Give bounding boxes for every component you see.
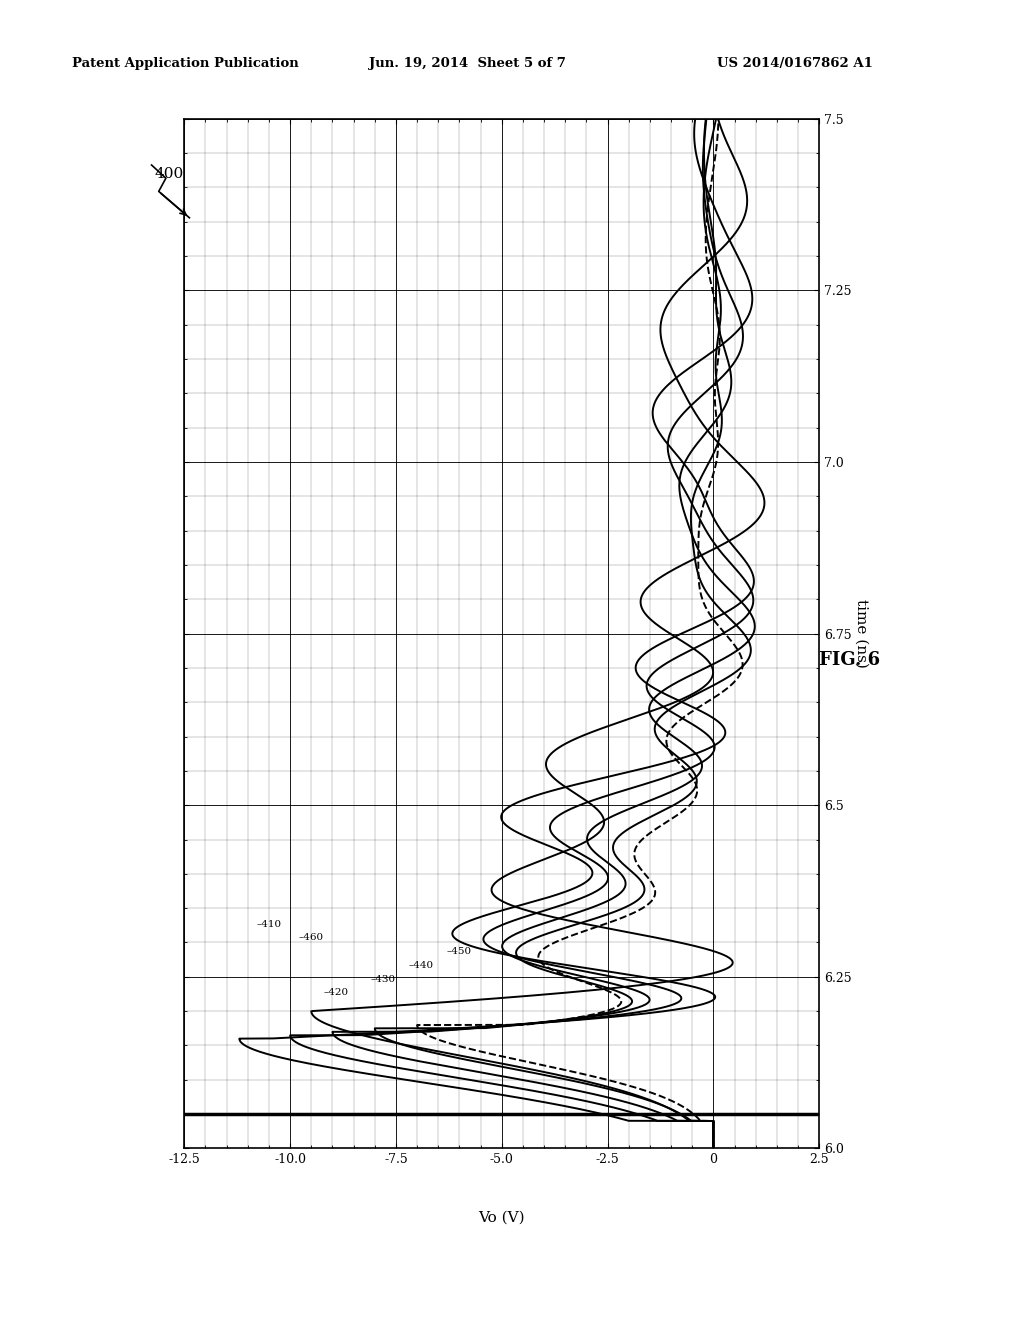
Text: FIG. 6: FIG. 6 (819, 651, 881, 669)
X-axis label: Vo (V): Vo (V) (478, 1210, 525, 1224)
Text: Jun. 19, 2014  Sheet 5 of 7: Jun. 19, 2014 Sheet 5 of 7 (369, 57, 565, 70)
Text: –430: –430 (371, 974, 395, 983)
Text: –450: –450 (446, 948, 472, 956)
Text: –440: –440 (409, 961, 434, 970)
Text: US 2014/0167862 A1: US 2014/0167862 A1 (717, 57, 872, 70)
Text: 400: 400 (155, 168, 183, 181)
Y-axis label: time (ns): time (ns) (854, 599, 868, 668)
Text: –420: –420 (324, 989, 349, 998)
Text: –410: –410 (256, 920, 282, 929)
Text: Patent Application Publication: Patent Application Publication (72, 57, 298, 70)
Text: –460: –460 (299, 933, 324, 942)
